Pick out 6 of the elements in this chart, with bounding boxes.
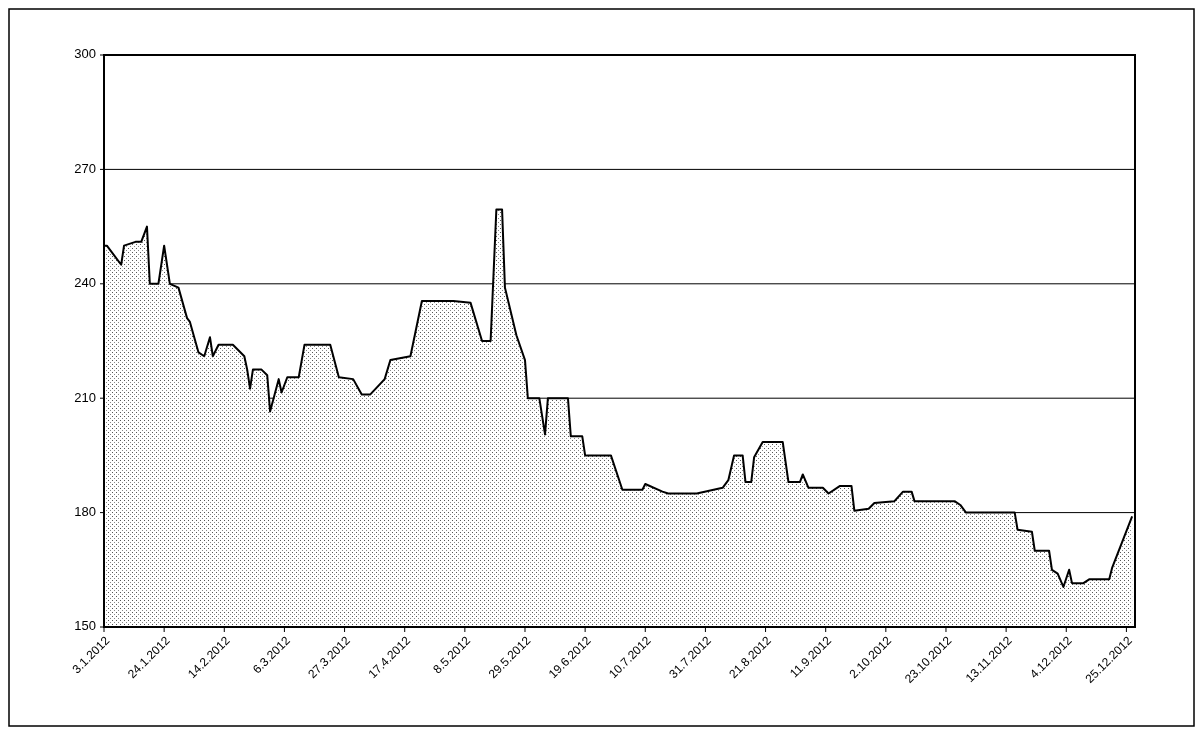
y-tick-label: 150 xyxy=(74,618,96,634)
y-tick-label: 300 xyxy=(74,46,96,62)
y-tick-label: 240 xyxy=(74,275,96,291)
y-tick-label: 180 xyxy=(74,504,96,520)
y-tick-label: 270 xyxy=(74,160,96,176)
y-tick-label: 210 xyxy=(74,389,96,405)
